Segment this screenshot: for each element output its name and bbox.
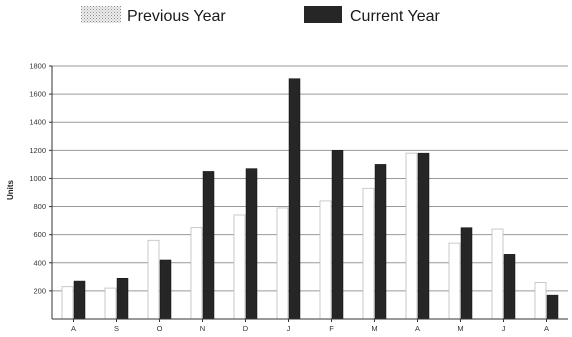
- y-tick-label-1800: 1800: [29, 62, 46, 71]
- bar-current-year-0: [73, 280, 86, 320]
- bar-previous-year-5: [276, 207, 289, 320]
- bar-previous-year-8: [405, 152, 418, 320]
- bars: [61, 78, 559, 320]
- bar-current-year-5: [288, 78, 301, 320]
- legend: Previous Year Current Year: [81, 6, 441, 25]
- x-tick-label-0: A: [71, 324, 76, 333]
- bar-current-year-7: [374, 164, 387, 320]
- legend-swatch-current-year: [304, 6, 342, 23]
- bar-previous-year-6: [319, 200, 332, 320]
- axes: [51, 66, 568, 320]
- x-tick-label-11: A: [544, 324, 549, 333]
- bar-current-year-2: [159, 259, 172, 320]
- y-tick-label-200: 200: [33, 286, 46, 295]
- bar-previous-year-2: [147, 239, 160, 320]
- bar-current-year-3: [202, 171, 215, 320]
- bar-current-year-9: [460, 227, 473, 320]
- legend-swatch-previous-year: [81, 6, 121, 23]
- y-tick-label-1000: 1000: [29, 174, 46, 183]
- x-tick-label-5: J: [287, 324, 291, 333]
- x-tick-label-3: N: [200, 324, 205, 333]
- y-tick-label-600: 600: [33, 230, 46, 239]
- y-axis-title: Units: [6, 179, 15, 200]
- x-tick-label-10: J: [502, 324, 506, 333]
- x-tick-label-9: M: [457, 324, 463, 333]
- bar-current-year-1: [116, 277, 129, 320]
- bar-previous-year-7: [362, 187, 375, 320]
- bar-previous-year-9: [448, 242, 461, 320]
- y-tick-label-1600: 1600: [29, 90, 46, 99]
- x-tick-label-2: O: [157, 324, 163, 333]
- y-tick-labels: 200 400 600 800 1000 1200 1400 1600 1800: [29, 62, 46, 296]
- x-tick-label-6: F: [329, 324, 334, 333]
- bar-current-year-10: [503, 254, 516, 320]
- bar-current-year-11: [546, 294, 559, 320]
- bar-previous-year-4: [233, 214, 246, 320]
- bar-previous-year-0: [61, 286, 74, 320]
- x-tick-label-4: D: [243, 324, 249, 333]
- y-tick-label-800: 800: [33, 202, 46, 211]
- x-tick-label-1: S: [114, 324, 119, 333]
- y-tick-label-1400: 1400: [29, 118, 46, 127]
- x-tick-label-8: A: [415, 324, 420, 333]
- bar-previous-year-1: [104, 287, 117, 320]
- gridlines: [49, 65, 568, 292]
- bar-previous-year-11: [534, 282, 547, 320]
- bar-current-year-6: [331, 150, 344, 320]
- bar-previous-year-10: [491, 228, 504, 320]
- bar-current-year-4: [245, 168, 258, 320]
- x-tick-label-7: M: [371, 324, 377, 333]
- legend-label-previous-year: Previous Year: [127, 8, 226, 25]
- y-tick-label-1200: 1200: [29, 146, 46, 155]
- legend-label-current-year: Current Year: [350, 8, 441, 25]
- bar-current-year-8: [417, 152, 430, 320]
- y-tick-label-400: 400: [33, 258, 46, 267]
- bar-previous-year-3: [190, 227, 203, 320]
